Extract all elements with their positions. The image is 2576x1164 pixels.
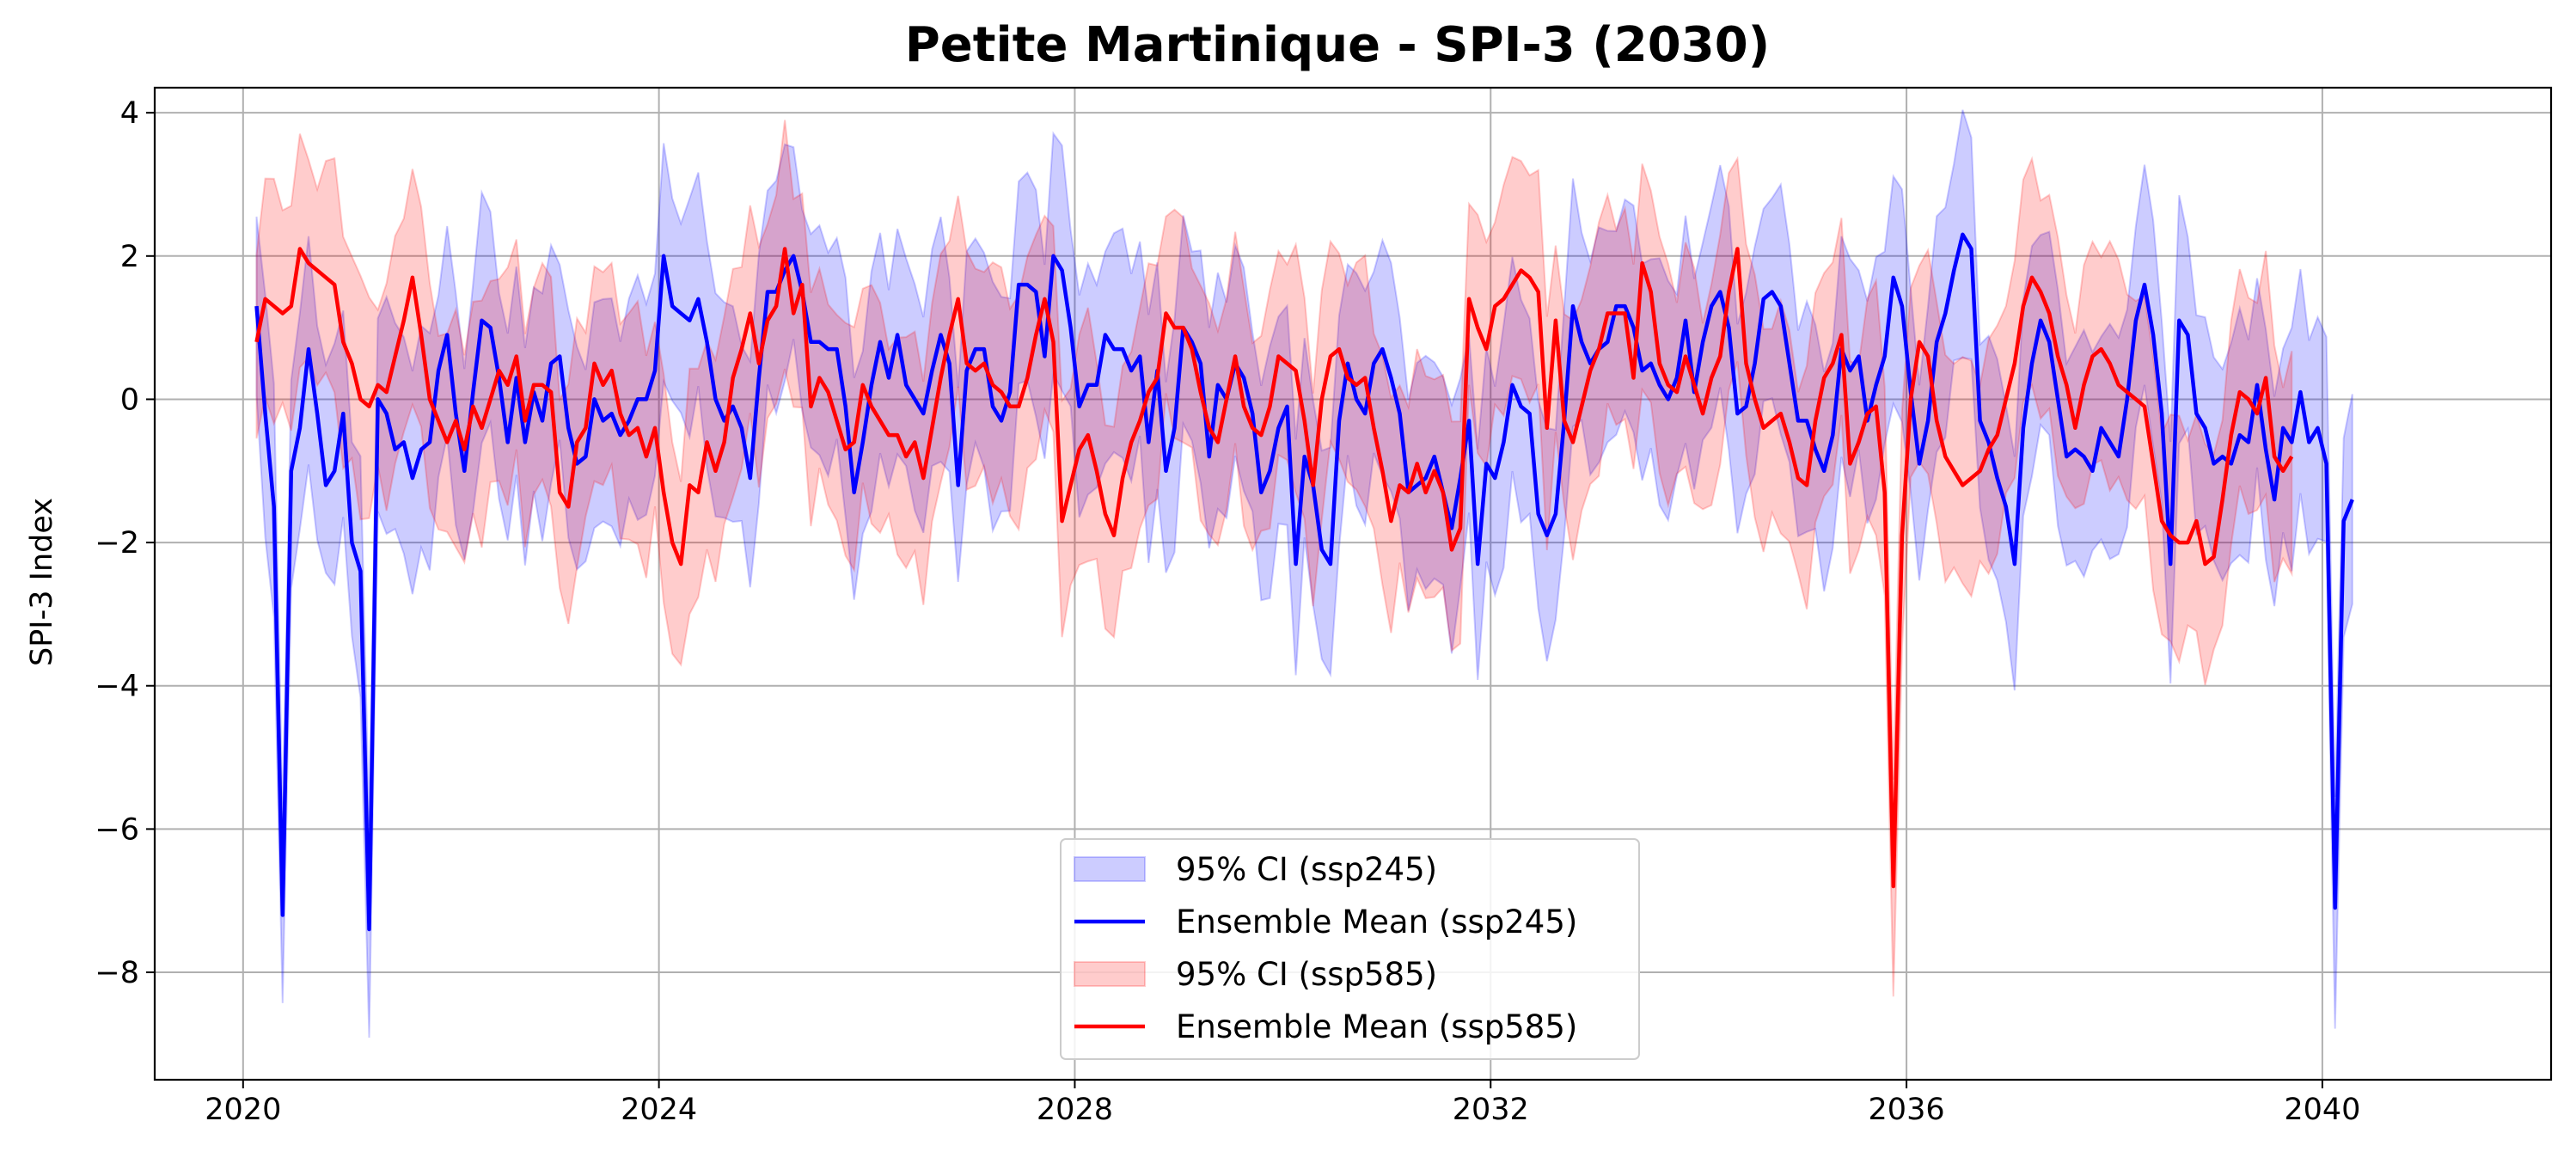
y-tick-label: −4: [95, 670, 139, 704]
legend: 95% CI (ssp245) Ensemble Mean (ssp245) 95%…: [1060, 838, 1640, 1060]
grid: [155, 88, 2551, 1080]
y-axis-label: SPI-3 Index: [25, 498, 59, 666]
y-tick-label: 4: [120, 96, 139, 131]
x-tick-label: 2036: [1869, 1093, 1945, 1127]
legend-box: [1060, 838, 1640, 1060]
y-tick-label: −2: [95, 526, 139, 561]
legend-label: 95% CI (ssp585): [1176, 956, 1437, 993]
legend-swatch-patch: [1074, 961, 1146, 987]
legend-label: 95% CI (ssp245): [1176, 851, 1437, 888]
legend-label: Ensemble Mean (ssp585): [1176, 1008, 1577, 1045]
x-tick-label: 2024: [621, 1093, 697, 1127]
plot-frame: [153, 86, 2553, 1081]
series-line-ssp585: [254, 247, 2294, 889]
x-tick-label: 2020: [205, 1093, 281, 1127]
y-tick-label: −8: [95, 956, 139, 990]
legend-swatch-patch: [1074, 856, 1146, 882]
x-tick-label: 2028: [1037, 1093, 1113, 1127]
y-axis: −8 −6 −4 −2 0 2 4: [95, 96, 155, 990]
chart-title: Petite Martinique - SPI-3 (2030): [905, 17, 1771, 73]
legend-label: Ensemble Mean (ssp245): [1176, 904, 1577, 940]
ci-band-ssp245: [255, 109, 2353, 1038]
x-tick-label: 2032: [1453, 1093, 1529, 1127]
x-tick-label: 2040: [2284, 1093, 2360, 1127]
series-line-ssp245: [254, 232, 2354, 932]
y-tick-label: −6: [95, 812, 139, 847]
mean-lines: [254, 232, 2354, 932]
y-tick-label: 0: [120, 383, 139, 417]
x-axis: 2020 2024 2028 2032 2036 2040: [205, 1080, 2360, 1127]
y-tick-label: 2: [120, 240, 139, 274]
